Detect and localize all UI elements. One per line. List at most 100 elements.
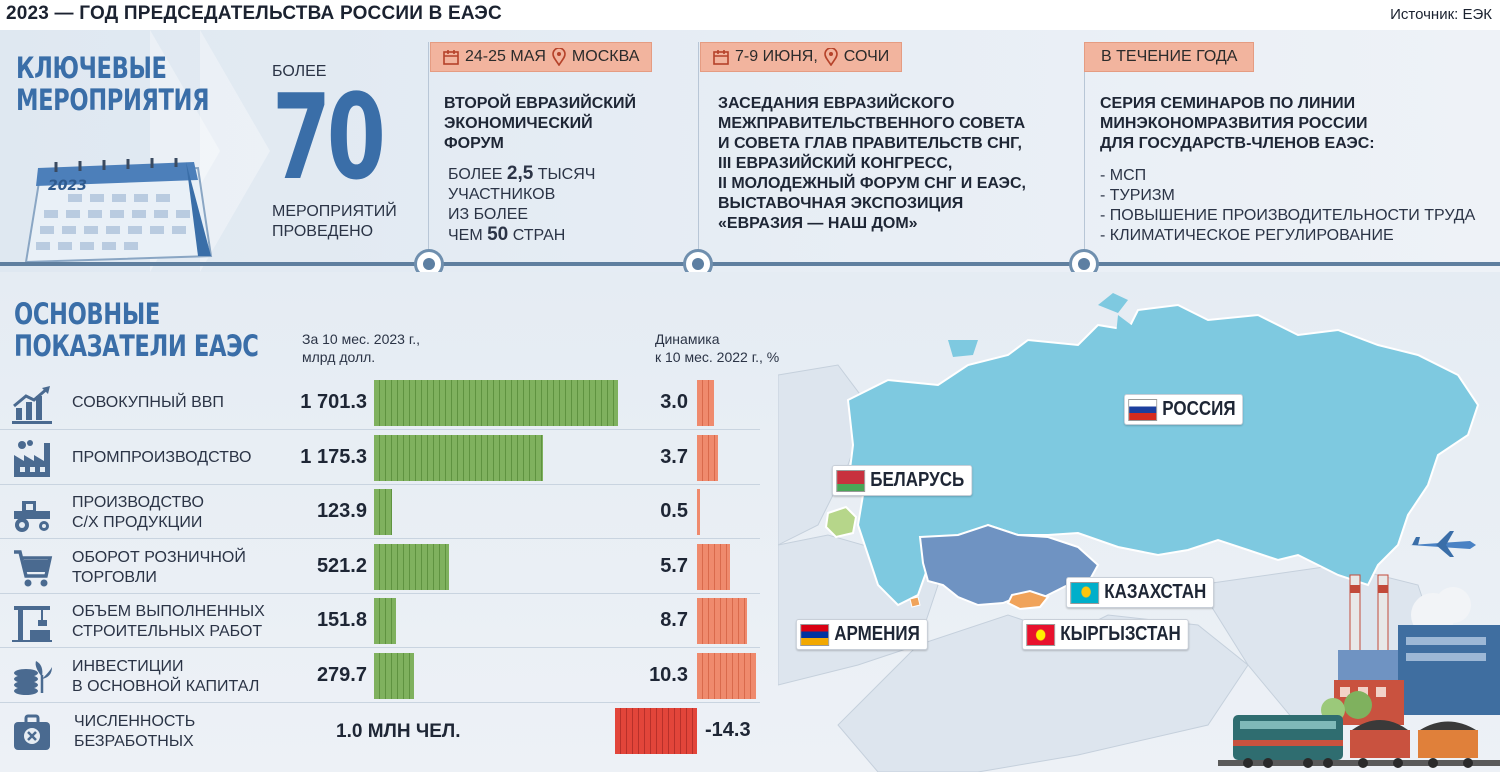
country-label-kazakhstan: КАЗАХСТАН bbox=[1066, 577, 1214, 608]
event-title-line: ВЫСТАВОЧНАЯ ЭКСПОЗИЦИЯ bbox=[718, 195, 964, 212]
map-island bbox=[948, 340, 978, 357]
country-label-russia: РОССИЯ bbox=[1124, 394, 1244, 425]
decor-chevron bbox=[200, 30, 270, 272]
event-card-forum: 24-25 МАЯ МОСКВА ВТОРОЙ ЕВРАЗИЙСКИЙ ЭКОН… bbox=[430, 42, 653, 246]
indicator-label-line: СОВОКУПНЫЙ ВВП bbox=[72, 394, 224, 411]
coins-plant-icon bbox=[14, 661, 52, 695]
calendar-small-icon bbox=[713, 50, 729, 65]
crane-icon bbox=[12, 606, 52, 643]
event-detail-line: БОЛЕЕ 2,5 ТЫСЯЧ bbox=[448, 164, 652, 185]
event-card-sochi: 7-9 ИЮНЯ, СОЧИ ЗАСЕДАНИЯ ЕВРАЗИЙСКОГО МЕ… bbox=[700, 42, 1026, 234]
event-title-line: «ЕВРАЗИЯ — НАШ ДОМ» bbox=[718, 215, 918, 232]
belarus-flag-icon bbox=[836, 469, 866, 492]
event-title-line: ЗАСЕДАНИЯ ЕВРАЗИЙСКОГО bbox=[718, 95, 955, 112]
indicators-title-line2: ПОКАЗАТЕЛИ ЕАЭС bbox=[14, 329, 259, 363]
shopping-cart-icon bbox=[14, 550, 53, 587]
country-label-armenia: АРМЕНИЯ bbox=[796, 619, 928, 650]
event-date-tag: 7-9 ИЮНЯ, СОЧИ bbox=[700, 42, 903, 72]
value-bar bbox=[374, 489, 392, 536]
indicator-label: ИНВЕСТИЦИИ В ОСНОВНОЙ КАПИТАЛ bbox=[72, 657, 259, 697]
country-name: КАЗАХСТАН bbox=[1104, 581, 1207, 603]
event-title: СЕРИЯ СЕМИНАРОВ ПО ЛИНИИ МИНЭКОНОМРАЗВИТ… bbox=[1100, 94, 1475, 154]
event-title-line: И СОВЕТА ГЛАВ ПРАВИТЕЛЬСТВ СНГ, bbox=[718, 135, 1022, 152]
event-detail-text: ТЫСЯЧ bbox=[533, 166, 596, 183]
value-bar bbox=[374, 380, 618, 426]
value-bar bbox=[374, 543, 449, 590]
indicator-label: ПРОИЗВОДСТВО С/Х ПРОДУКЦИИ bbox=[72, 493, 204, 533]
events-count: 70 bbox=[272, 68, 386, 206]
event-detail-number: 2,5 bbox=[506, 163, 534, 184]
indicator-label: ПРОМПРОИЗВОДСТВО bbox=[72, 448, 251, 468]
indicator-dynamic: 3.0 bbox=[660, 391, 688, 413]
dynamic-bar bbox=[697, 653, 756, 699]
indicator-label-line: В ОСНОВНОЙ КАПИТАЛ bbox=[72, 678, 260, 695]
value-header-line: За 10 мес. 2023 г., bbox=[302, 331, 420, 347]
dynamic-bar bbox=[697, 598, 747, 645]
event-date: 24-25 МАЯ bbox=[465, 48, 546, 65]
dynamic-header-line: к 10 мес. 2022 г., % bbox=[655, 349, 780, 365]
event-title-line: ЭКОНОМИЧЕСКИЙ bbox=[444, 115, 593, 132]
indicator-value: 521.2 bbox=[316, 554, 367, 577]
indicator-dynamic: 5.7 bbox=[660, 554, 688, 577]
indicator-dynamic: 10.3 bbox=[649, 664, 688, 686]
country-label-belarus: БЕЛАРУСЬ bbox=[832, 465, 972, 496]
event-detail-text: СТРАН bbox=[508, 227, 566, 244]
industry-illustration bbox=[1218, 574, 1500, 768]
map-island bbox=[1098, 293, 1128, 313]
dynamic-bar bbox=[697, 434, 719, 481]
events-title-line1: КЛЮЧЕВЫЕ bbox=[16, 51, 167, 85]
count-suffix-line2: ПРОВЕДЕНО bbox=[272, 223, 374, 240]
event-detail-text: ЧЕМ bbox=[448, 227, 488, 244]
event-detail-line: УЧАСТНИКОВ bbox=[448, 186, 556, 203]
events-count-block: БОЛЕЕ 70 МЕРОПРИЯТИЙ ПРОВЕДЕНО bbox=[272, 62, 424, 242]
factory-icon bbox=[14, 439, 50, 477]
growth-chart-icon bbox=[12, 386, 52, 424]
indicator-label-line: БЕЗРАБОТНЫХ bbox=[74, 732, 194, 750]
dynamic-header-line: Динамика bbox=[655, 331, 720, 347]
event-title-line: МИНЭКОНОМРАЗВИТИЯ РОССИИ bbox=[1100, 115, 1368, 132]
calendar-small-icon bbox=[443, 50, 459, 65]
kazakhstan-flag-icon bbox=[1070, 581, 1100, 604]
indicator-label-line: ПРОИЗВОДСТВО bbox=[72, 494, 204, 512]
event-detail-line: ЧЕМ 50 СТРАН bbox=[448, 225, 652, 246]
table-row: СОВОКУПНЫЙ ВВП 1 701.3 3.0 bbox=[0, 376, 760, 430]
table-row: ОБЪЕМ ВЫПОЛНЕННЫХ СТРОИТЕЛЬНЫХ РАБОТ 151.8… bbox=[0, 594, 760, 649]
table-row: ЧИСЛЕННОСТЬ БЕЗРАБОТНЫХ 1.0 МЛН ЧЕЛ. -14.3 bbox=[0, 704, 760, 758]
dynamic-bar bbox=[697, 489, 700, 536]
event-divider bbox=[428, 42, 429, 266]
indicator-dynamic: 0.5 bbox=[660, 500, 688, 523]
russia-flag-icon bbox=[1128, 398, 1158, 421]
value-bar bbox=[374, 653, 415, 699]
event-title-line: СЕРИЯ СЕМИНАРОВ ПО ЛИНИИ bbox=[1100, 95, 1356, 112]
indicator-value: 279.7 bbox=[316, 664, 367, 686]
eaeu-map bbox=[778, 293, 1500, 772]
kyrgyzstan-territory bbox=[1006, 589, 1050, 611]
indicator-dynamic: 8.7 bbox=[660, 609, 688, 632]
indicator-value: 151.8 bbox=[316, 609, 367, 632]
indicator-label-line: ЧИСЛЕННОСТЬ bbox=[74, 712, 196, 730]
event-detail-number: 50 bbox=[487, 224, 509, 245]
dynamic-column-header: Динамика к 10 мес. 2022 г., % bbox=[655, 330, 779, 366]
events-section-title: КЛЮЧЕВЫЕ МЕРОПРИЯТИЯ bbox=[16, 51, 210, 116]
top-bar: 2023 — ГОД ПРЕДСЕДАТЕЛЬСТВА РОССИИ В ЕАЭ… bbox=[0, 0, 1500, 30]
indicator-value: 123.9 bbox=[316, 500, 367, 523]
indicator-label-line: ИНВЕСТИЦИИ bbox=[72, 658, 184, 675]
calendar-icon: 2023 bbox=[24, 158, 213, 264]
indicator-label-line: ОБОРОТ РОЗНИЧНОЙ bbox=[72, 548, 246, 566]
event-date-tag: В ТЕЧЕНИЕ ГОДА bbox=[1084, 42, 1255, 72]
page-title: 2023 — ГОД ПРЕДСЕДАТЕЛЬСТВА РОССИИ В ЕАЭ… bbox=[6, 3, 502, 24]
seminar-topics-list: - МСП - ТУРИЗМ - ПОВЫШЕНИЕ ПРОИЗВОДИТЕЛЬ… bbox=[1100, 166, 1475, 246]
indicator-label: СОВОКУПНЫЙ ВВП bbox=[72, 393, 224, 413]
event-details: БОЛЕЕ 2,5 ТЫСЯЧ УЧАСТНИКОВ ИЗ БОЛЕЕ ЧЕМ … bbox=[448, 164, 652, 246]
indicators-title-line1: ОСНОВНЫЕ bbox=[14, 297, 160, 331]
source-note: Источник: ЕЭК bbox=[1390, 6, 1492, 23]
event-title: ЗАСЕДАНИЯ ЕВРАЗИЙСКОГО МЕЖПРАВИТЕЛЬСТВЕН… bbox=[718, 94, 1026, 234]
indicator-dynamic: -14.3 bbox=[705, 718, 751, 741]
dynamic-bar bbox=[697, 543, 730, 590]
kyrgyzstan-flag-icon bbox=[1026, 623, 1056, 646]
indicator-label-line: СТРОИТЕЛЬНЫХ РАБОТ bbox=[72, 623, 263, 641]
indicator-dynamic: 3.7 bbox=[660, 445, 688, 468]
indicators-section-title: ОСНОВНЫЕ ПОКАЗАТЕЛИ ЕАЭС bbox=[14, 298, 259, 362]
event-place: МОСКВА bbox=[571, 48, 640, 65]
map-island bbox=[1116, 315, 1138, 345]
